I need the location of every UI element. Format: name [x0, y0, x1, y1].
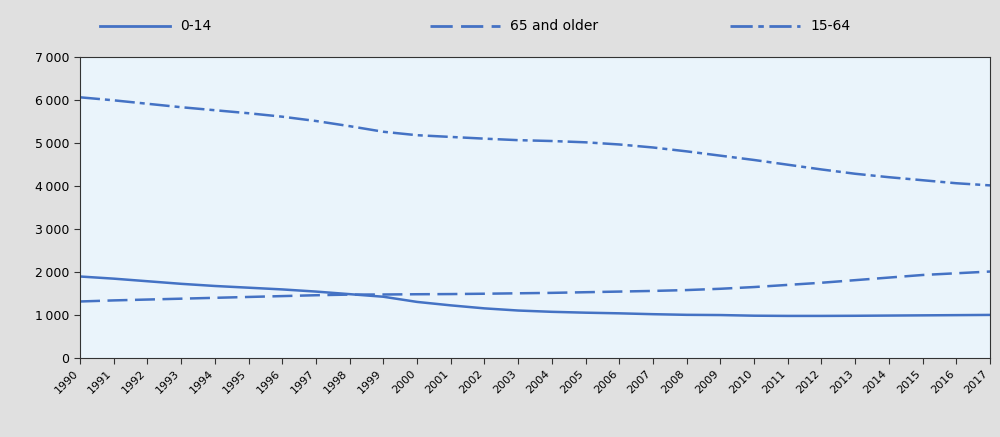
0-14	[849, 313, 861, 319]
15-64	[647, 145, 659, 150]
15-64	[377, 129, 389, 135]
65 and older	[782, 282, 794, 288]
65 and older	[411, 291, 423, 297]
65 and older	[243, 295, 255, 300]
65 and older	[276, 294, 288, 299]
15-64	[546, 139, 558, 144]
15-64	[681, 149, 693, 154]
Line: 0-14: 0-14	[80, 277, 990, 316]
0-14	[411, 299, 423, 305]
15-64	[815, 167, 827, 172]
15-64	[782, 162, 794, 167]
15-64	[344, 124, 356, 129]
0-14	[377, 294, 389, 299]
65 and older	[714, 286, 726, 291]
0-14	[917, 313, 929, 318]
Line: 15-64: 15-64	[80, 97, 990, 185]
0-14	[74, 274, 86, 279]
15-64	[411, 132, 423, 138]
0-14	[546, 309, 558, 315]
65 and older	[984, 269, 996, 274]
15-64	[445, 134, 457, 139]
65 and older	[141, 297, 153, 302]
Text: 15-64: 15-64	[810, 19, 850, 33]
0-14	[748, 313, 760, 318]
65 and older	[209, 295, 221, 301]
15-64	[748, 157, 760, 163]
65 and older	[546, 290, 558, 295]
0-14	[108, 276, 120, 281]
Text: 65 and older: 65 and older	[510, 19, 598, 33]
15-64	[849, 171, 861, 177]
0-14	[580, 310, 592, 316]
0-14	[478, 306, 490, 311]
0-14	[613, 311, 625, 316]
65 and older	[883, 275, 895, 280]
0-14	[815, 313, 827, 319]
65 and older	[344, 292, 356, 297]
65 and older	[681, 288, 693, 293]
15-64	[108, 98, 120, 103]
15-64	[714, 153, 726, 158]
15-64	[141, 101, 153, 106]
0-14	[310, 289, 322, 294]
65 and older	[108, 298, 120, 303]
65 and older	[613, 289, 625, 294]
0-14	[681, 312, 693, 317]
65 and older	[647, 288, 659, 294]
0-14	[141, 279, 153, 284]
0-14	[647, 312, 659, 317]
15-64	[580, 140, 592, 145]
15-64	[512, 138, 524, 143]
0-14	[714, 312, 726, 318]
0-14	[344, 291, 356, 297]
0-14	[445, 303, 457, 308]
65 and older	[917, 272, 929, 277]
15-64	[243, 111, 255, 116]
15-64	[310, 118, 322, 124]
15-64	[984, 183, 996, 188]
0-14	[782, 313, 794, 319]
65 and older	[580, 290, 592, 295]
0-14	[883, 313, 895, 318]
0-14	[512, 308, 524, 313]
65 and older	[748, 284, 760, 290]
65 and older	[950, 271, 962, 276]
65 and older	[310, 293, 322, 298]
0-14	[276, 287, 288, 292]
0-14	[984, 312, 996, 318]
15-64	[175, 104, 187, 110]
15-64	[74, 95, 86, 100]
0-14	[209, 283, 221, 288]
65 and older	[377, 292, 389, 297]
15-64	[478, 136, 490, 141]
65 and older	[478, 291, 490, 296]
65 and older	[512, 291, 524, 296]
0-14	[243, 285, 255, 290]
15-64	[950, 180, 962, 186]
15-64	[613, 142, 625, 147]
0-14	[950, 312, 962, 318]
65 and older	[74, 299, 86, 304]
Line: 65 and older: 65 and older	[80, 271, 990, 302]
15-64	[209, 108, 221, 113]
15-64	[883, 175, 895, 180]
65 and older	[445, 291, 457, 297]
0-14	[175, 281, 187, 286]
Text: 0-14: 0-14	[180, 19, 211, 33]
65 and older	[175, 296, 187, 301]
65 and older	[815, 280, 827, 285]
15-64	[917, 177, 929, 183]
65 and older	[849, 277, 861, 283]
15-64	[276, 114, 288, 119]
